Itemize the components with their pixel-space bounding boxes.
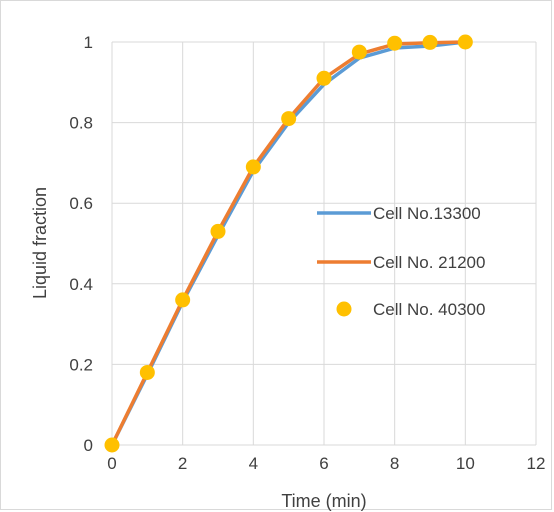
x-tick-label: 2 — [178, 454, 187, 473]
y-tick-label: 0.2 — [69, 355, 93, 374]
y-tick-label: 1 — [84, 33, 93, 52]
series-point — [387, 35, 403, 51]
legend-label-2: Cell No. 21200 — [373, 253, 485, 272]
legend-swatch-3 — [336, 301, 352, 317]
series-point — [457, 34, 473, 50]
x-axis-label: Time (min) — [281, 491, 366, 511]
x-tick-label: 8 — [390, 454, 399, 473]
series-point — [245, 159, 261, 175]
x-tick-label: 12 — [527, 454, 546, 473]
series-line-2 — [110, 40, 468, 447]
x-tick-label: 0 — [107, 454, 116, 473]
series-point — [175, 292, 191, 308]
legend-label-1: Cell No.13300 — [373, 204, 481, 223]
legend: Cell No.13300 Cell No. 21200 Cell No. 4030… — [317, 204, 485, 319]
y-axis-label: Liquid fraction — [30, 187, 50, 299]
series-point — [104, 437, 120, 453]
series-point — [351, 44, 367, 60]
y-tick-label: 0.4 — [69, 275, 93, 294]
series-point — [210, 223, 226, 239]
series — [104, 34, 473, 453]
series-point — [281, 111, 297, 127]
y-tick-label: 0.6 — [69, 194, 93, 213]
tick-labels: 0 2 4 6 8 10 12 0 0.2 0.4 0.6 0.8 1 — [69, 33, 545, 473]
series-line-1 — [110, 40, 468, 447]
legend-label-3: Cell No. 40300 — [373, 300, 485, 319]
grid — [111, 41, 537, 446]
x-tick-label: 10 — [456, 454, 475, 473]
y-tick-label: 0.8 — [69, 114, 93, 133]
y-tick-label: 0 — [84, 436, 93, 455]
series-point — [422, 34, 438, 50]
x-tick-label: 4 — [249, 454, 258, 473]
series-point — [316, 70, 332, 86]
x-tick-label: 6 — [319, 454, 328, 473]
series-point — [139, 364, 155, 380]
